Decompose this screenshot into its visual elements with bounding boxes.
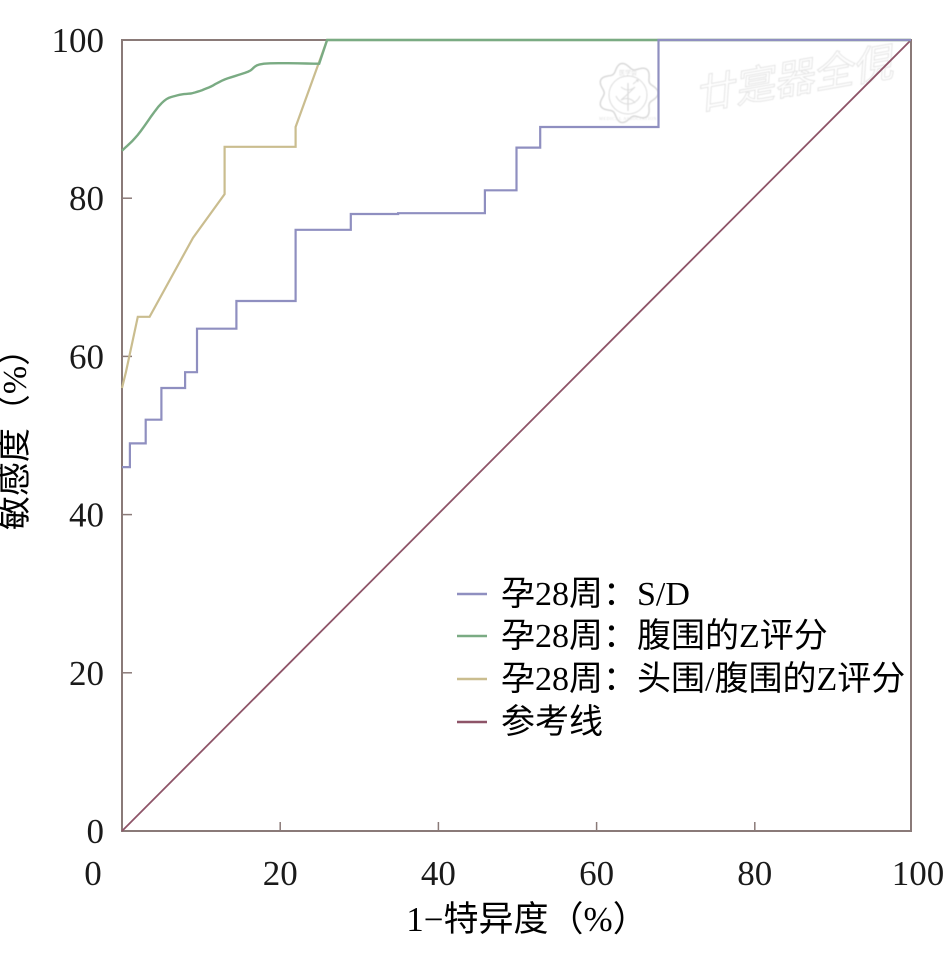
svg-text:20: 20	[263, 854, 298, 893]
svg-text:40: 40	[69, 496, 104, 535]
svg-text:医学会: 医学会	[619, 69, 637, 77]
svg-text:40: 40	[421, 854, 456, 893]
svg-text:60: 60	[579, 854, 614, 893]
svg-text:孕28周：头围/腹围的Z评分: 孕28周：头围/腹围的Z评分	[501, 660, 905, 698]
svg-text:孕28周：腹围的Z评分: 孕28周：腹围的Z评分	[501, 617, 828, 655]
svg-text:MEDICAL ASSOCIATION: MEDICAL ASSOCIATION	[599, 116, 657, 121]
svg-text:孕28周：S/D: 孕28周：S/D	[501, 576, 690, 613]
svg-text:80: 80	[69, 179, 104, 218]
svg-text:20: 20	[69, 654, 104, 693]
svg-text:100: 100	[52, 21, 105, 60]
svg-text:0: 0	[87, 812, 105, 851]
svg-text:0: 0	[84, 854, 102, 893]
svg-text:参考线: 参考线	[501, 703, 603, 741]
svg-text:敏感度（%）: 敏感度（%）	[0, 332, 34, 530]
svg-text:60: 60	[69, 337, 104, 376]
svg-text:100: 100	[892, 854, 945, 893]
svg-text:1−特异度（%）: 1−特异度（%）	[406, 900, 647, 939]
svg-text:80: 80	[737, 854, 772, 893]
